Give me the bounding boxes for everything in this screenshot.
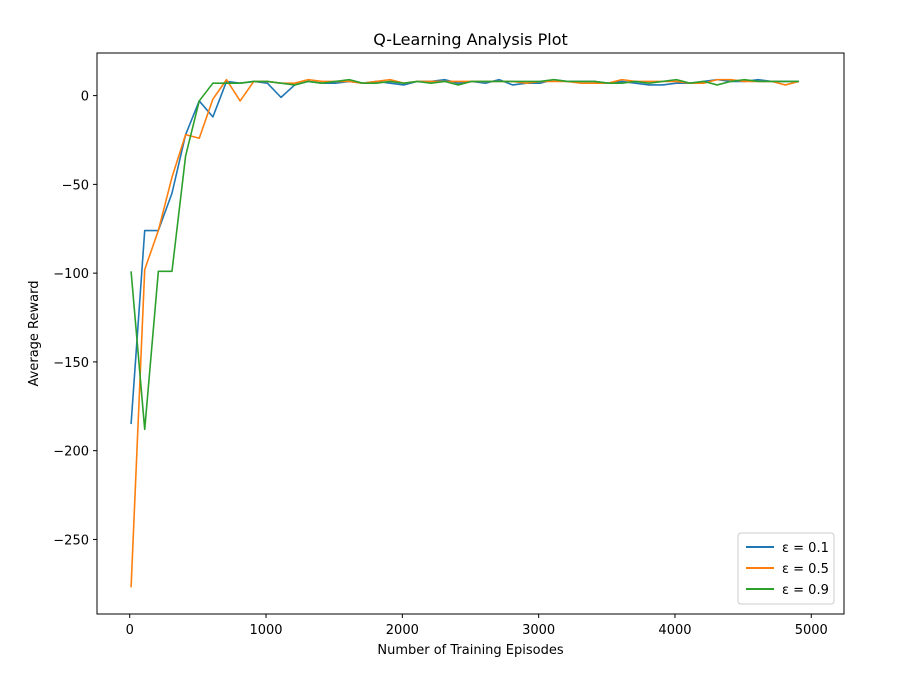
x-axis-ticks: 0 1000 2000 3000 4000 5000 [126,614,828,638]
legend: ε = 0.1 ε = 0.5 ε = 0.9 [737,532,835,605]
x-axis-label: Number of Training Episodes [377,643,563,658]
legend-label-2: ε = 0.5 [782,562,829,577]
x-tick-label: 5000 [795,623,828,638]
y-axis-ticks: 0 −50 −100 −150 −200 −250 [53,90,97,548]
y-tick-label: −250 [53,533,89,548]
y-tick-label: 0 [81,90,89,105]
plot-frame [96,52,845,615]
y-axis-label: Average Reward [27,281,42,387]
y-tick-label: −50 [62,178,89,193]
chart-title: Q-Learning Analysis Plot [373,30,568,49]
series-line-3 [130,78,800,431]
x-tick-label: 0 [126,623,134,638]
y-tick-label: −150 [53,356,89,371]
y-tick-label: −100 [53,267,89,282]
y-tick-label: −200 [53,445,89,460]
legend-box [737,532,835,605]
x-tick-label: 1000 [249,623,282,638]
legend-label-1: ε = 0.1 [782,541,829,556]
x-tick-label: 4000 [658,623,691,638]
x-tick-label: 3000 [522,623,555,638]
legend-label-3: ε = 0.9 [782,583,829,598]
series-lines [130,78,800,588]
x-tick-label: 2000 [386,623,419,638]
